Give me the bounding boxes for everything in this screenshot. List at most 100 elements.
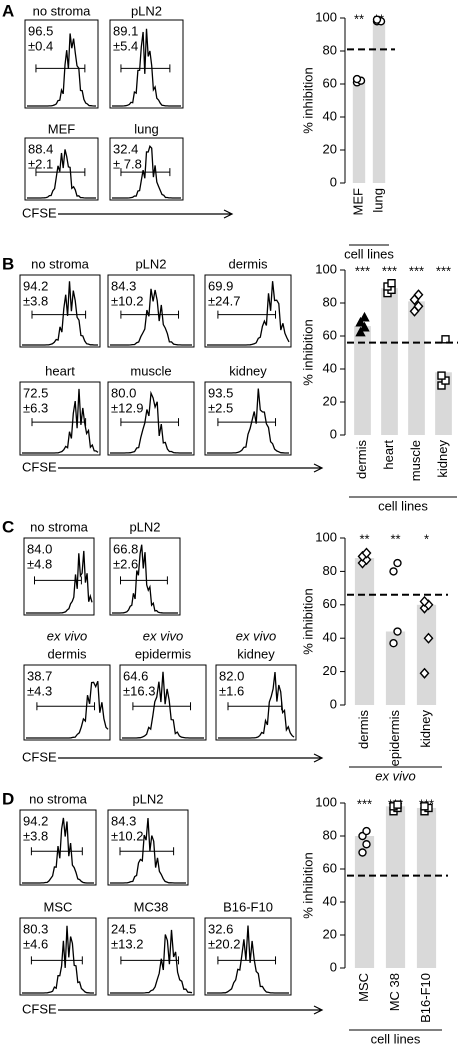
gate-sd: ±10.2 bbox=[111, 293, 143, 308]
y-tick-label: 40 bbox=[323, 630, 337, 645]
bar bbox=[372, 21, 386, 183]
category-label: MEF bbox=[350, 188, 365, 216]
point bbox=[413, 300, 424, 312]
histogram-trace bbox=[218, 672, 295, 739]
y-tick-label: 0 bbox=[330, 959, 337, 974]
point bbox=[359, 311, 370, 322]
significance: *** bbox=[436, 263, 451, 278]
x-axis-label: ex vivo bbox=[375, 768, 415, 783]
gate-sd: ±6.3 bbox=[23, 400, 48, 415]
point bbox=[387, 279, 396, 288]
histogram-prefix: ex vivo bbox=[143, 628, 183, 643]
histogram-title: no stroma bbox=[31, 256, 90, 271]
gate bbox=[35, 168, 86, 177]
histogram-trace bbox=[22, 817, 94, 884]
gate bbox=[119, 847, 175, 856]
histogram-title: no stroma bbox=[29, 791, 88, 806]
gate bbox=[30, 847, 83, 856]
histogram-title: pLN2 bbox=[131, 3, 162, 18]
gate bbox=[217, 310, 277, 319]
significance: *** bbox=[357, 796, 372, 811]
histogram-trace bbox=[207, 281, 290, 346]
histogram-title: no stroma bbox=[33, 3, 92, 18]
point bbox=[441, 335, 450, 344]
y-tick-label: 0 bbox=[330, 174, 337, 189]
histogram-box bbox=[109, 137, 184, 201]
histogram-trace bbox=[112, 145, 181, 199]
histogram-trace bbox=[110, 390, 192, 454]
histogram-title: kidney bbox=[229, 363, 267, 378]
histogram-trace bbox=[110, 288, 192, 346]
histogram-title: B16-F10 bbox=[223, 899, 273, 914]
point bbox=[355, 326, 366, 337]
gate-sd: ±0.4 bbox=[28, 38, 53, 53]
histogram-trace bbox=[22, 388, 99, 454]
gate-mean: 93.5 bbox=[208, 385, 233, 400]
gate-mean: 32.4 bbox=[113, 141, 138, 156]
histogram-box bbox=[109, 19, 184, 109]
point bbox=[362, 840, 371, 849]
histogram-box bbox=[107, 381, 195, 456]
category-label: muscle bbox=[408, 440, 423, 481]
histogram-trace bbox=[110, 817, 186, 884]
histogram-prefix: ex vivo bbox=[236, 628, 276, 643]
category-label: kidney bbox=[435, 440, 450, 478]
axis-label: CFSE bbox=[22, 1001, 57, 1016]
x-axis-label: cell lines bbox=[378, 498, 428, 513]
point bbox=[359, 321, 370, 332]
gate-sd: ±4.6 bbox=[23, 936, 48, 951]
histogram-title: MSC bbox=[44, 899, 73, 914]
histogram-trace bbox=[26, 680, 109, 739]
histogram-box bbox=[23, 664, 111, 741]
gate-mean: 66.8 bbox=[113, 541, 138, 556]
histogram-box bbox=[109, 537, 181, 616]
bar bbox=[352, 80, 366, 183]
histogram-trace bbox=[26, 550, 93, 614]
gate-sd: ±2.5 bbox=[208, 400, 233, 415]
gate-sd: ±24.7 bbox=[208, 293, 240, 308]
point bbox=[419, 667, 430, 679]
point bbox=[361, 547, 372, 559]
histogram-title: heart bbox=[45, 363, 75, 378]
histogram-trace bbox=[207, 388, 289, 454]
y-tick-label: 0 bbox=[330, 426, 337, 441]
histogram-title: MC38 bbox=[134, 899, 169, 914]
gate-mean: 88.4 bbox=[28, 141, 53, 156]
gate-sd: ±4.8 bbox=[27, 556, 52, 571]
y-tick-label: 100 bbox=[315, 529, 337, 544]
category-label: epidermis bbox=[387, 710, 402, 767]
gate-mean: 38.7 bbox=[27, 668, 52, 683]
category-label: B16-F10 bbox=[418, 973, 433, 1023]
histogram-trace bbox=[122, 671, 204, 739]
gate-mean: 64.6 bbox=[123, 668, 148, 683]
histogram-title: MEF bbox=[48, 121, 76, 136]
histogram-title: dermis bbox=[228, 256, 268, 271]
gate-mean: 32.6 bbox=[208, 921, 233, 936]
gate bbox=[120, 418, 180, 427]
point bbox=[352, 74, 362, 84]
gate-sd: ±3.8 bbox=[23, 828, 48, 843]
gate bbox=[34, 576, 82, 585]
gate bbox=[30, 956, 83, 965]
gate-sd: ±3.8 bbox=[23, 293, 48, 308]
gate-sd: ±4.3 bbox=[27, 683, 52, 698]
histogram-trace bbox=[112, 544, 178, 614]
y-tick-label: 80 bbox=[323, 294, 337, 309]
histogram-box bbox=[204, 274, 292, 348]
gate-mean: 94.2 bbox=[23, 278, 48, 293]
category-label: heart bbox=[381, 440, 396, 470]
point bbox=[423, 632, 434, 644]
gate-sd: ± 7.8 bbox=[113, 156, 142, 171]
point bbox=[419, 595, 430, 608]
gate-sd: ±13.2 bbox=[111, 936, 143, 951]
y-tick-label: 100 bbox=[315, 261, 337, 276]
y-tick-label: 0 bbox=[330, 696, 337, 711]
gate bbox=[120, 576, 168, 585]
gate-sd: ±20.2 bbox=[208, 936, 240, 951]
histogram-trace bbox=[112, 28, 181, 107]
arrow bbox=[58, 1005, 324, 1015]
bar bbox=[385, 631, 406, 705]
y-axis-label: % inhibition bbox=[300, 319, 315, 386]
significance: *** bbox=[355, 263, 370, 278]
